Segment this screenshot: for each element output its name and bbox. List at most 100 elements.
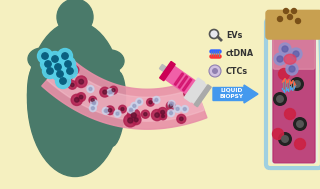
Circle shape bbox=[91, 100, 98, 107]
Circle shape bbox=[277, 56, 283, 62]
Circle shape bbox=[133, 104, 136, 107]
Circle shape bbox=[174, 105, 181, 112]
Circle shape bbox=[284, 108, 295, 119]
Polygon shape bbox=[160, 61, 175, 81]
Circle shape bbox=[167, 110, 174, 117]
Circle shape bbox=[71, 66, 79, 74]
FancyBboxPatch shape bbox=[270, 25, 318, 164]
Ellipse shape bbox=[28, 48, 56, 70]
Circle shape bbox=[75, 98, 79, 102]
Polygon shape bbox=[42, 56, 207, 129]
Circle shape bbox=[279, 43, 291, 55]
Circle shape bbox=[149, 101, 152, 104]
Circle shape bbox=[290, 48, 302, 60]
Circle shape bbox=[127, 109, 140, 122]
Circle shape bbox=[55, 64, 61, 70]
Circle shape bbox=[51, 60, 66, 74]
Polygon shape bbox=[184, 78, 204, 102]
Text: LIQUID
BIOPSY: LIQUID BIOPSY bbox=[220, 87, 244, 99]
FancyArrow shape bbox=[213, 85, 258, 103]
Circle shape bbox=[276, 95, 284, 103]
Circle shape bbox=[71, 94, 83, 105]
Circle shape bbox=[147, 98, 154, 106]
Circle shape bbox=[151, 109, 163, 121]
Circle shape bbox=[103, 90, 107, 94]
Circle shape bbox=[169, 104, 172, 108]
Ellipse shape bbox=[105, 72, 125, 146]
Polygon shape bbox=[163, 65, 203, 99]
Circle shape bbox=[159, 113, 167, 120]
Circle shape bbox=[155, 98, 158, 101]
Circle shape bbox=[286, 63, 298, 75]
Circle shape bbox=[60, 70, 72, 83]
Ellipse shape bbox=[28, 67, 49, 141]
Polygon shape bbox=[191, 83, 208, 104]
Circle shape bbox=[296, 120, 304, 128]
Circle shape bbox=[76, 76, 87, 88]
Circle shape bbox=[37, 49, 52, 64]
Circle shape bbox=[42, 53, 48, 59]
Circle shape bbox=[277, 16, 283, 22]
Circle shape bbox=[131, 102, 138, 109]
Ellipse shape bbox=[28, 22, 123, 177]
Circle shape bbox=[100, 87, 110, 97]
Polygon shape bbox=[178, 76, 188, 88]
Circle shape bbox=[287, 15, 292, 19]
Circle shape bbox=[60, 57, 76, 71]
Circle shape bbox=[273, 129, 284, 139]
Circle shape bbox=[41, 57, 55, 71]
Circle shape bbox=[79, 95, 83, 99]
Circle shape bbox=[155, 113, 159, 117]
Circle shape bbox=[131, 115, 141, 125]
FancyBboxPatch shape bbox=[266, 10, 320, 39]
Circle shape bbox=[294, 139, 306, 149]
Circle shape bbox=[183, 108, 186, 111]
FancyBboxPatch shape bbox=[273, 34, 315, 69]
Circle shape bbox=[181, 105, 188, 113]
Circle shape bbox=[289, 66, 295, 72]
Circle shape bbox=[281, 135, 289, 143]
Circle shape bbox=[153, 96, 160, 103]
Circle shape bbox=[128, 118, 133, 123]
Circle shape bbox=[55, 74, 70, 88]
Circle shape bbox=[273, 92, 287, 106]
Circle shape bbox=[52, 56, 58, 62]
Circle shape bbox=[62, 53, 68, 59]
Circle shape bbox=[161, 110, 164, 114]
Circle shape bbox=[141, 110, 149, 118]
Circle shape bbox=[109, 86, 117, 94]
Circle shape bbox=[73, 68, 76, 72]
Circle shape bbox=[45, 61, 51, 67]
Circle shape bbox=[176, 107, 179, 110]
Circle shape bbox=[68, 81, 76, 89]
Polygon shape bbox=[182, 79, 192, 91]
Circle shape bbox=[187, 91, 191, 95]
Circle shape bbox=[209, 65, 221, 77]
Circle shape bbox=[180, 117, 183, 121]
Circle shape bbox=[57, 71, 63, 77]
Ellipse shape bbox=[284, 54, 296, 64]
Circle shape bbox=[52, 67, 68, 81]
Circle shape bbox=[162, 115, 164, 118]
Circle shape bbox=[91, 99, 94, 101]
Circle shape bbox=[119, 105, 126, 113]
Circle shape bbox=[60, 78, 66, 84]
Circle shape bbox=[47, 68, 53, 74]
Text: ctDNA: ctDNA bbox=[226, 49, 254, 57]
Polygon shape bbox=[47, 62, 204, 121]
Circle shape bbox=[134, 118, 138, 122]
Circle shape bbox=[210, 29, 219, 39]
Circle shape bbox=[89, 96, 96, 104]
Circle shape bbox=[89, 88, 92, 91]
Circle shape bbox=[109, 91, 112, 94]
Polygon shape bbox=[194, 85, 211, 107]
Circle shape bbox=[89, 105, 96, 112]
Circle shape bbox=[65, 61, 71, 67]
Circle shape bbox=[293, 117, 307, 131]
Circle shape bbox=[130, 108, 132, 111]
Circle shape bbox=[278, 68, 290, 80]
Circle shape bbox=[131, 113, 136, 118]
Circle shape bbox=[104, 109, 107, 112]
Text: CTCs: CTCs bbox=[226, 67, 248, 75]
Circle shape bbox=[92, 107, 94, 110]
